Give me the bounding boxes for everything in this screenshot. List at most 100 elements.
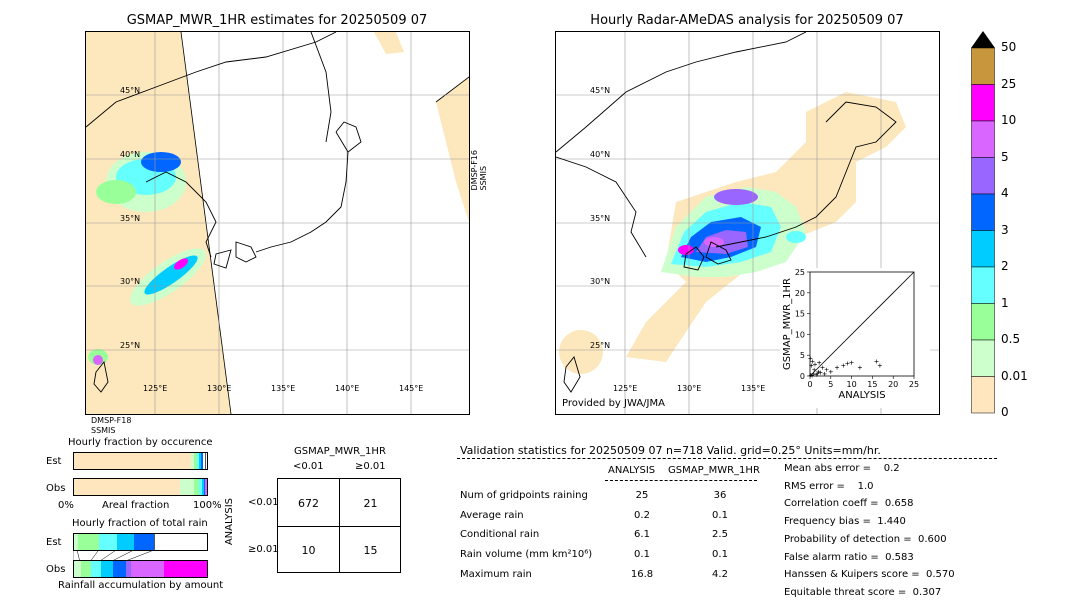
total-rain-obs-bar xyxy=(73,560,208,578)
scatter-point xyxy=(808,356,813,361)
colorbar-swatch xyxy=(971,193,995,231)
scatter-xtick-label: 0 xyxy=(807,380,812,389)
right-lat-40: 40°N xyxy=(590,150,611,159)
bar-segment xyxy=(205,479,207,495)
validation-row-analysis: 16.8 xyxy=(630,568,654,580)
right-lat-30: 30°N xyxy=(590,277,611,286)
right-lat-35: 35°N xyxy=(590,214,611,223)
left-lon-125: 125°E xyxy=(143,384,168,393)
occurrence-x0: 0% xyxy=(58,500,74,511)
colorbar xyxy=(971,30,995,414)
validation-col-analysis: ANALYSIS xyxy=(608,465,656,476)
occurrence-x100: 100% xyxy=(193,500,222,511)
scatter-point xyxy=(874,359,879,364)
colorbar-tick-label: 0.5 xyxy=(1001,332,1021,346)
validation-row-gsmap: 2.5 xyxy=(712,529,728,541)
scatter-plot: 0 5 10 15 20 25 0 5 10 15 20 25 ANALYSIS GSMAP_MWR_1H… xyxy=(782,268,919,401)
contingency-row-axis: ANALYSIS xyxy=(224,498,235,546)
bar-segment xyxy=(99,534,118,550)
total-rain-xlabel: Rainfall accumulation by amount xyxy=(58,580,224,591)
scatter-point xyxy=(824,367,829,372)
scatter-xtick-label: 10 xyxy=(847,380,857,389)
bar-segment xyxy=(180,479,195,495)
validation-col-gsmap: GSMAP_MWR_1HR xyxy=(668,465,760,476)
scatter-diagonal xyxy=(809,271,915,377)
validation-score: Equitable threat score = 0.307 xyxy=(784,586,942,598)
colorbar-tick-label: 10 xyxy=(1001,113,1017,127)
total-rain-est-bar xyxy=(73,533,208,551)
scatter-point xyxy=(815,371,820,376)
scatter-point xyxy=(841,363,846,368)
connector-line xyxy=(76,550,80,562)
validation-row-label: Num of gridpoints raining xyxy=(460,490,588,501)
colorbar-swatch xyxy=(971,157,995,195)
scatter-xtick-label: 15 xyxy=(867,380,877,389)
colorbar-tick-label: 0.01 xyxy=(1001,368,1028,383)
right-lat-45: 45°N xyxy=(590,86,611,95)
left-lon-130: 130°E xyxy=(207,384,232,393)
validation-row-label: Rain volume (mm km²10⁶) xyxy=(460,549,593,561)
bar-segment xyxy=(164,561,207,577)
validation-row-gsmap: 4.2 xyxy=(712,568,728,580)
colorbar-tick-label: 50 xyxy=(1001,40,1017,54)
total-rain-obs-label: Obs xyxy=(46,564,66,575)
scatter-xtick-label: 20 xyxy=(888,380,898,389)
validation-score: False alarm ratio = 0.583 xyxy=(784,551,914,563)
validation-score: Hanssen & Kuipers score = 0.570 xyxy=(784,569,955,581)
left-lat-25: 25°N xyxy=(120,341,141,350)
scatter-xlabel: ANALYSIS xyxy=(838,390,885,401)
bar-segment xyxy=(77,534,101,550)
scatter-point xyxy=(818,370,823,375)
validation-score: Mean abs error = 0.2 xyxy=(784,463,900,474)
right-map-credit: Provided by JWA/JMA xyxy=(562,398,665,409)
left-map-title: GSMAP_MWR_1HR estimates for 20250509 07 xyxy=(126,13,428,28)
left-lon-135: 135°E xyxy=(271,384,296,393)
contingency-col2: ≥0.01 xyxy=(355,461,386,472)
colorbar-swatch xyxy=(971,47,995,85)
colorbar-tick-label: 2 xyxy=(1001,259,1009,273)
colorbar-swatch xyxy=(971,84,995,122)
validation-row-analysis: 6.1 xyxy=(634,529,650,541)
scatter-point xyxy=(820,365,825,370)
left-lat-40: 40°N xyxy=(120,150,141,159)
scatter-point xyxy=(822,371,827,376)
bar-segment xyxy=(74,453,193,469)
connector-line xyxy=(112,550,134,562)
connector-line xyxy=(90,550,99,562)
validation-row-label: Conditional rain xyxy=(460,529,540,541)
bar-segment xyxy=(133,534,155,550)
validation-row-label: Average rain xyxy=(460,509,524,521)
scatter-ylabel: GSMAP_MWR_1HR xyxy=(782,278,793,370)
contingency-cell-11: 672 xyxy=(298,497,319,510)
validation-row-label: Maximum rain xyxy=(460,568,532,580)
validation-row-gsmap: 0.1 xyxy=(712,549,728,561)
scatter-point xyxy=(845,361,850,366)
scatter-ytick-label: 10 xyxy=(795,330,805,339)
validation-row-gsmap: 36 xyxy=(713,490,727,501)
colorbar-tick-label: 1 xyxy=(1001,295,1009,310)
colorbar-tick-label: 3 xyxy=(1001,222,1009,237)
scatter-point xyxy=(828,369,833,374)
right-lon-135: 135°E xyxy=(741,384,766,393)
right-map-canvas xyxy=(556,32,939,414)
validation-row-analysis: 25 xyxy=(635,490,649,501)
contingency-title: GSMAP_MWR_1HR xyxy=(294,446,386,457)
colorbar-swatch xyxy=(971,376,995,414)
colorbar-canvas xyxy=(971,31,995,414)
right-lat-25: 25°N xyxy=(590,341,611,350)
colorbar-swatch xyxy=(971,339,995,377)
occurrence-est-bar xyxy=(73,452,208,470)
left-sensor-bottom: DMSP-F18 SSMIS xyxy=(91,416,132,435)
colorbar-tick-label: 25 xyxy=(1001,76,1017,91)
scatter-ytick-label: 25 xyxy=(795,268,805,277)
scatter-point xyxy=(857,365,862,370)
validation-row-gsmap: 0.1 xyxy=(712,509,728,521)
bar-segment xyxy=(74,479,182,495)
scatter-point xyxy=(849,360,854,365)
connector-line xyxy=(99,550,117,562)
total-rain-est-label: Est xyxy=(46,537,62,548)
contingency-row1: <0.01 xyxy=(248,497,279,508)
validation-col-divider xyxy=(605,480,757,481)
validation-score: Correlation coeff = 0.658 xyxy=(784,498,914,510)
left-lon-140: 140°E xyxy=(335,384,360,393)
